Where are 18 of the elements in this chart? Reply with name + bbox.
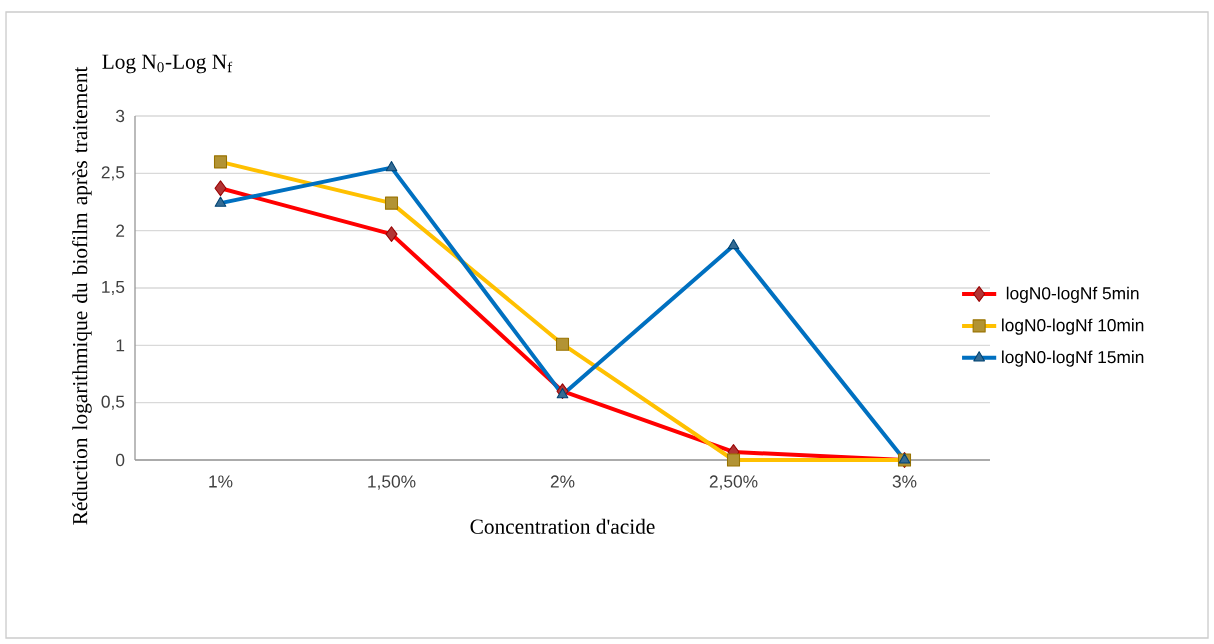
y-tick-label: 1,5 (102, 280, 125, 296)
x-tick-label: 1,50% (368, 475, 416, 490)
y-tick-label: 2 (116, 224, 125, 237)
y-tick-label: 3 (115, 109, 125, 123)
y-axis-title: Réduction logarithmique du biofilm après traitement (72, 66, 92, 525)
legend-label: logN0-logNf 5min (1006, 286, 1139, 303)
y-tick-label: 0,5 (101, 395, 125, 410)
chart-title: Log N$_{0}$-Log N$_{f}$ (102, 54, 233, 74)
x-axis-title: Concentration d'acide (470, 518, 655, 534)
legend-label: logN0-logNf 15min (1002, 350, 1144, 367)
y-tick-label: 0 (115, 453, 125, 467)
y-tick-label: 2,5 (101, 166, 125, 181)
x-tick-label: 2,50% (709, 475, 758, 490)
y-tick-label: 1 (116, 339, 125, 352)
x-tick-label: 2% (550, 475, 575, 488)
x-tick-label: 3% (892, 475, 917, 488)
x-tick-label: 1% (209, 475, 233, 488)
legend-label: logN0-logNf 10min (1002, 318, 1144, 335)
